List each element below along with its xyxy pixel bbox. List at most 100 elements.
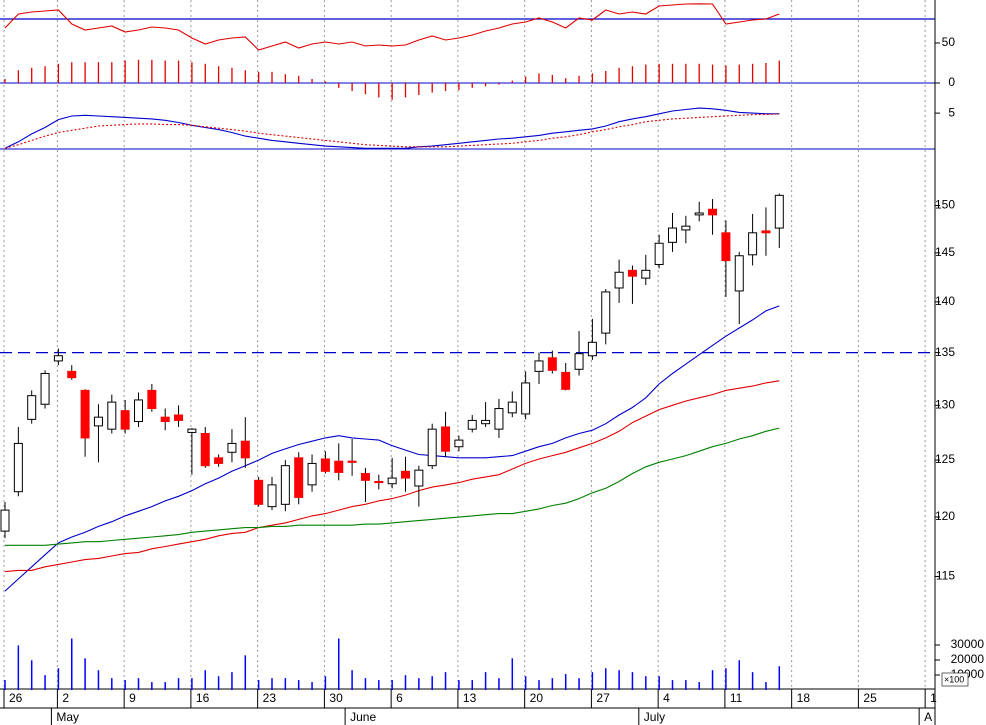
month-label: A [924, 710, 932, 724]
y-tick-label: 135 [935, 345, 955, 359]
candle-body [387, 477, 397, 485]
x-tick-label: 4 [663, 691, 670, 705]
candle-body [641, 269, 651, 279]
candle-body [601, 291, 611, 334]
candle-body [107, 401, 117, 430]
candle-body [267, 484, 277, 508]
candle-body [0, 509, 10, 532]
candle-body [547, 357, 557, 371]
candle-body [360, 473, 370, 481]
y-tick-label: 130 [935, 397, 955, 411]
candle-body [40, 372, 50, 405]
candle-body [227, 442, 237, 453]
unit-label: ×100 [944, 674, 964, 684]
candle-body [120, 410, 130, 430]
candle-body [294, 457, 304, 498]
x-tick-label: 13 [463, 691, 477, 705]
month-label: May [56, 710, 79, 724]
x-tick-label: 26 [9, 691, 23, 705]
candle-body [13, 442, 23, 493]
candle-body [320, 458, 330, 472]
candle-body [427, 428, 437, 467]
candle-body [214, 457, 224, 464]
candle-body [521, 382, 531, 415]
y-tick-label: 30000 [951, 637, 985, 651]
candle-body [507, 401, 517, 414]
y-tick-label: 140 [935, 294, 955, 308]
y-tick-label: 115 [936, 569, 955, 583]
moving-average [4, 305, 780, 592]
candle-body [574, 353, 584, 370]
candle-body [748, 232, 758, 256]
candle-body [67, 370, 77, 379]
y-tick-label: 120 [935, 509, 955, 523]
candle-body [187, 428, 197, 433]
x-tick-label: 1 [930, 691, 937, 705]
candle-body [134, 399, 143, 423]
candle-body [200, 433, 210, 467]
candle-body [481, 419, 491, 425]
candle-body [27, 395, 37, 420]
y-tick-label: 145 [935, 245, 955, 259]
indicator-line [4, 3, 780, 51]
x-tick-label: 30 [329, 691, 343, 705]
candle-body [587, 341, 597, 357]
x-tick-label: 20 [530, 691, 544, 705]
candle-body [561, 371, 571, 390]
candle-body [708, 208, 718, 216]
candle-body [614, 271, 624, 289]
candle-body [147, 389, 157, 410]
candle-body [654, 242, 664, 265]
x-tick-label: 18 [797, 691, 811, 705]
y-tick-label: 150 [935, 198, 955, 212]
candle-body [280, 465, 290, 505]
moving-average [5, 427, 780, 546]
candle-body [694, 212, 704, 216]
x-tick-label: 27 [596, 691, 610, 705]
candle-body [347, 460, 357, 463]
candle-body [240, 440, 250, 459]
candle-body [53, 355, 63, 362]
month-label: June [350, 710, 376, 724]
candle-body [774, 194, 784, 229]
candle-body [494, 408, 504, 430]
candle-body [307, 462, 317, 486]
candle-body [627, 269, 637, 277]
y-tick-label: 125 [935, 452, 955, 466]
x-tick-label: 23 [263, 691, 277, 705]
y-tick-label: 0 [948, 75, 955, 89]
candle-body [401, 470, 410, 479]
candle-body [160, 416, 170, 423]
candle-body [374, 480, 384, 484]
y-tick-label: 20000 [951, 652, 985, 666]
candle-body [761, 230, 771, 234]
candle-body [668, 227, 677, 243]
candle-body [334, 460, 344, 473]
x-tick-label: 16 [196, 691, 210, 705]
candle-body [441, 426, 451, 452]
unit-box [941, 672, 969, 687]
x-tick-label: 2 [62, 691, 69, 705]
candle-body [254, 479, 264, 505]
candle-body [454, 439, 464, 448]
candle-body [534, 360, 544, 372]
candle-body [80, 389, 90, 439]
month-label: July [644, 710, 665, 724]
x-tick-label: 25 [863, 691, 877, 705]
candle-body [93, 416, 103, 427]
x-tick-label: 6 [396, 691, 403, 705]
candle-body [467, 419, 477, 430]
candle-body [174, 414, 184, 421]
candle-body [734, 255, 744, 292]
x-tick-label: 11 [730, 691, 743, 705]
x-tick-label: 9 [129, 691, 136, 705]
candle-body [681, 225, 691, 231]
y-tick-label: 50 [942, 35, 956, 49]
y-tick-label: 5 [948, 105, 955, 119]
candle-body [721, 232, 731, 262]
indicator-line [4, 107, 780, 149]
moving-average [4, 380, 780, 573]
